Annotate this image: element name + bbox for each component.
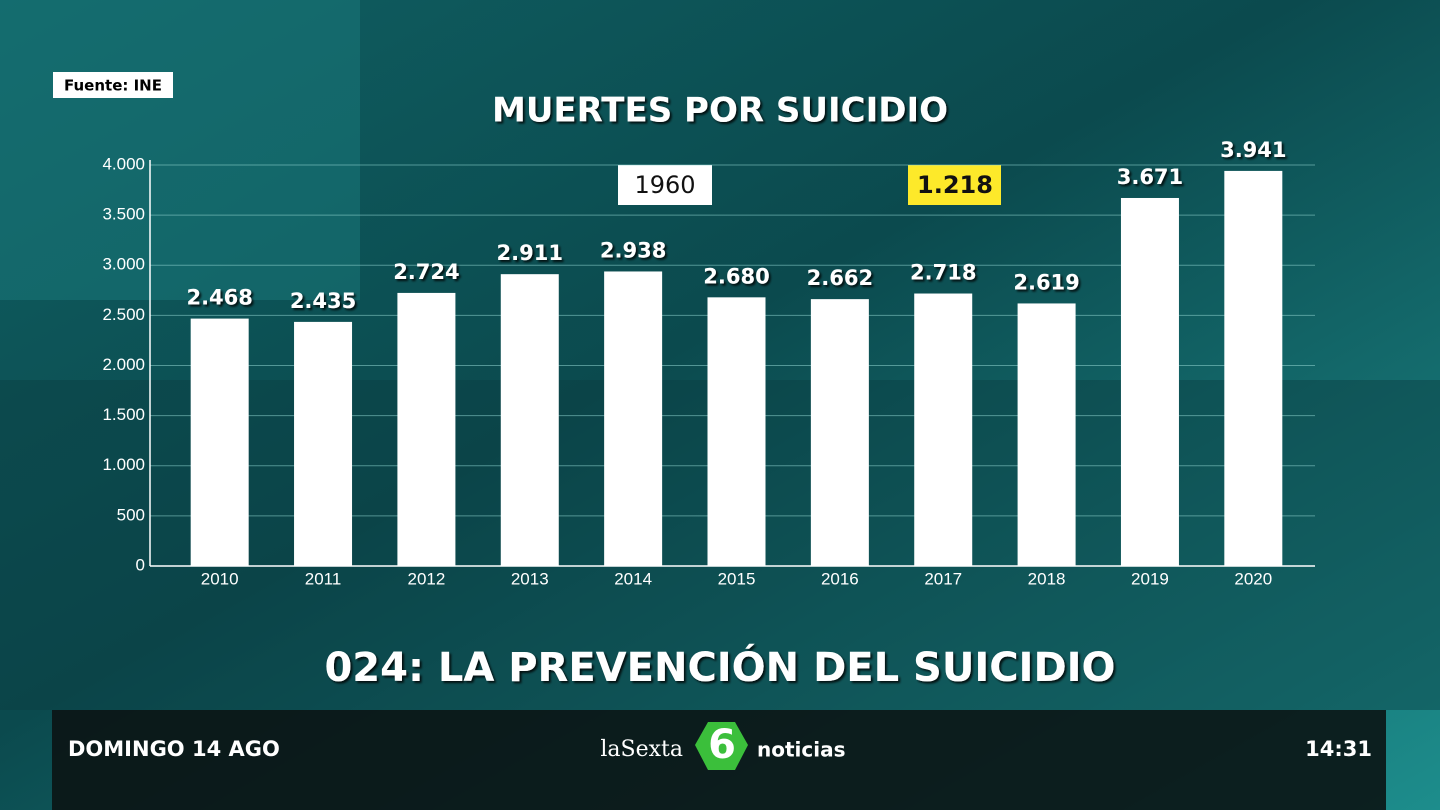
bar (604, 271, 663, 566)
window-light (0, 0, 360, 300)
source-box (53, 72, 173, 98)
annotation: 1960 (634, 171, 695, 199)
x-tick-label: 2015 (718, 569, 756, 588)
bar (190, 318, 249, 566)
bar (810, 299, 869, 566)
value-label: 2.662 (807, 266, 873, 290)
chart-title: MUERTES POR SUICIDIO (492, 91, 948, 131)
bar (294, 321, 353, 566)
value-label: 2.724 (393, 260, 459, 284)
annotation-box (908, 165, 1001, 205)
value-label: 2.938 (600, 238, 666, 262)
bar (914, 293, 973, 566)
x-tick-label: 2018 (1028, 569, 1066, 588)
y-tick-label: 1.500 (102, 405, 145, 424)
bar (500, 274, 559, 566)
logo-hexagon (695, 722, 748, 770)
time: 14:31 (1305, 737, 1372, 761)
y-tick-label: 1.000 (102, 455, 145, 474)
value-label: 2.718 (910, 261, 976, 285)
x-tick-label: 2017 (924, 569, 962, 588)
plot: 0 500 1.000 1.500 2.000 2.500 3.000 3.500 4.000 2… (102, 138, 1315, 588)
x-tick-label: 2020 (1234, 569, 1272, 588)
bar (707, 297, 766, 566)
x-tick-label: 2016 (821, 569, 859, 588)
y-tick-label: 0 (136, 555, 145, 574)
x-tick-label: 2014 (614, 569, 652, 588)
brand: laSexta (600, 737, 683, 762)
y-tick-label: 2.000 (102, 355, 145, 374)
value-label: 2.911 (497, 241, 563, 265)
value-label: 2.619 (1013, 270, 1079, 294)
date: DOMINGO 14 AGO (68, 737, 280, 761)
y-tick-label: 4.000 (102, 154, 145, 173)
y-tick-label: 3.000 (102, 255, 145, 274)
bar (1120, 197, 1179, 567)
bar (397, 292, 456, 566)
y-tick-label: 500 (117, 505, 145, 524)
value-label: 2.468 (186, 286, 252, 310)
headline: 024: LA PREVENCIÓN DEL SUICIDIO (324, 643, 1115, 691)
source: Fuente: INE (64, 77, 162, 95)
logo: 6 (708, 722, 736, 768)
annotation: 1.218 (917, 171, 993, 199)
value-label: 2.680 (703, 264, 769, 288)
program: noticias (757, 738, 846, 762)
x-tick-label: 2019 (1131, 569, 1169, 588)
bar (1017, 303, 1076, 566)
x-tick-label: 2012 (407, 569, 445, 588)
value-label: 3.671 (1117, 165, 1183, 189)
value-label: 2.435 (290, 289, 356, 313)
x-tick-label: 2010 (201, 569, 239, 588)
x-tick-label: 2013 (511, 569, 549, 588)
bar (1224, 170, 1283, 567)
annotation-box (618, 165, 712, 205)
y-tick-label: 2.500 (102, 305, 145, 324)
value-label: 3.941 (1220, 138, 1286, 162)
y-tick-label: 3.500 (102, 205, 145, 224)
x-tick-label: 2011 (305, 569, 342, 588)
